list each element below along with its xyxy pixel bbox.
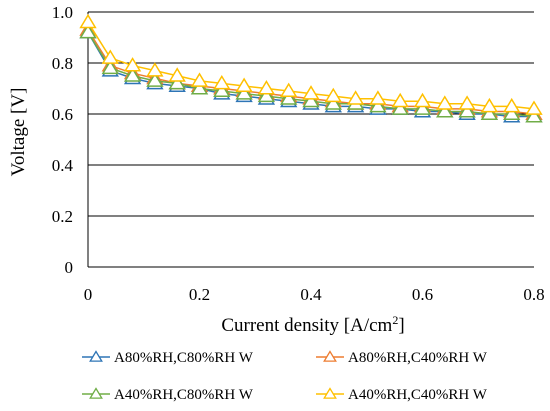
y-tick-label: 1.0 [52, 3, 73, 22]
data-point [525, 100, 543, 115]
data-point [168, 67, 186, 82]
data-point [458, 102, 476, 118]
legend-item: A40%RH,C80%RH W [82, 387, 254, 403]
data-point [346, 90, 365, 105]
y-tick-labels: 0 0.2 0.4 0.6 0.8 1.0 [52, 3, 74, 277]
legend-item: A40%RH,C40%RH W [316, 387, 488, 403]
data-point [257, 87, 276, 103]
data-point [369, 97, 387, 113]
legend-item: A80%RH,C40%RH W [316, 350, 488, 366]
legend-marker [89, 387, 103, 399]
data-point [302, 85, 320, 100]
data-point [79, 23, 97, 39]
legend-label: A40%RH,C80%RH W [114, 387, 254, 403]
x-tick-label: 0.8 [523, 285, 544, 304]
data-point [302, 92, 320, 108]
data-point [101, 59, 119, 75]
data-point [324, 95, 342, 110]
x-tick-label: 0.2 [189, 285, 210, 304]
x-tick-labels: 0 0.2 0.4 0.6 0.8 [84, 285, 545, 304]
data-point [146, 62, 164, 77]
x-tick-label: 0 [84, 285, 93, 304]
data-point [280, 82, 298, 98]
data-point [213, 74, 231, 90]
data-point [146, 72, 164, 87]
data-point [101, 49, 119, 64]
x-axis-title-sup: 2 [392, 313, 398, 327]
data-point [436, 95, 454, 110]
data-point [190, 80, 209, 95]
x-axis-title-main: Current density [A/cm [221, 315, 392, 336]
data-point [257, 80, 276, 95]
data-point [391, 100, 409, 115]
y-tick-label: 0 [65, 258, 74, 277]
data-point [168, 74, 186, 90]
data-point [503, 97, 521, 113]
y-tick-label: 0.8 [52, 54, 73, 73]
data-point [436, 102, 454, 118]
legend-label: A80%RH,C80%RH W [114, 350, 254, 366]
legend-marker [323, 350, 337, 362]
data-point [391, 92, 409, 108]
series-group [79, 13, 543, 123]
y-tick-label: 0.2 [52, 207, 73, 226]
data-point [458, 95, 476, 110]
data-point [280, 90, 298, 105]
data-point [123, 67, 142, 82]
data-point [213, 82, 231, 98]
data-point [503, 105, 521, 120]
data-point [413, 92, 432, 108]
data-point [480, 105, 499, 120]
y-axis-title: Voltage [V] [8, 88, 29, 177]
legend-label: A40%RH,C40%RH W [348, 387, 488, 403]
x-axis-title-end: ] [398, 315, 404, 336]
y-tick-label: 0.6 [52, 105, 73, 124]
legend-marker [89, 350, 103, 362]
series-3 [79, 13, 543, 115]
x-tick-label: 0.4 [300, 285, 322, 304]
data-point [480, 97, 499, 113]
data-point [525, 108, 543, 123]
data-point [190, 72, 209, 87]
axes [87, 12, 534, 268]
data-point [123, 57, 142, 72]
legend-marker [323, 387, 337, 399]
x-axis-title: Current density [A/cm2] [221, 313, 404, 336]
x-tick-label: 0.6 [412, 285, 433, 304]
data-point [79, 13, 97, 29]
legend-label: A80%RH,C40%RH W [348, 350, 488, 366]
y-tick-label: 0.4 [52, 156, 74, 175]
legend-item: A80%RH,C80%RH W [82, 350, 254, 366]
legend: A80%RH,C80%RH W A80%RH,C40%RH W A40%RH,C80… [82, 350, 488, 403]
data-point [235, 85, 253, 100]
data-point [413, 100, 432, 115]
data-point [324, 87, 342, 103]
data-point [369, 90, 387, 105]
grid-lines [88, 11, 534, 217]
data-point [235, 77, 253, 92]
